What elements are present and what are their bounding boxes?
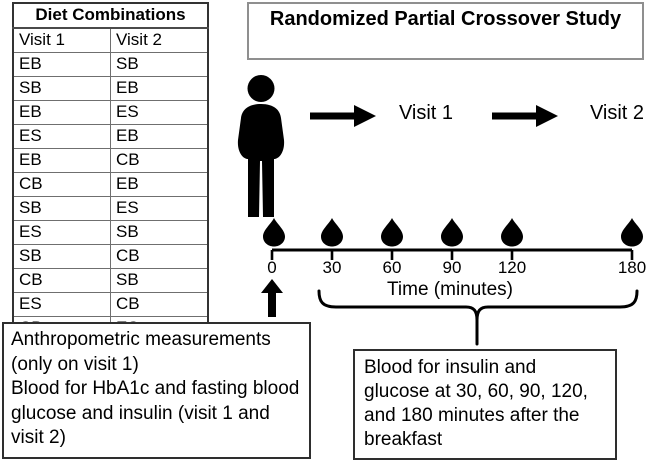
cell-visit2: CB (110, 244, 209, 269)
table-row: SB CB (12, 244, 209, 269)
cell-visit1: ES (12, 292, 111, 317)
tick-label-180: 180 (617, 258, 647, 277)
table-row: EB CB (12, 148, 209, 173)
cell-visit1: EB (12, 148, 111, 173)
cell-visit2: ES (110, 100, 209, 125)
cell-visit2: EB (110, 172, 209, 197)
table-row: CB EB (12, 172, 209, 197)
cell-visit2: SB (110, 52, 209, 77)
cell-visit2: CB (110, 292, 209, 317)
study-title-box: Randomized Partial Crossover Study (247, 2, 644, 60)
tick-label-0: 0 (267, 258, 277, 277)
blood-drop-icon (381, 218, 403, 247)
cell-visit2: ES (110, 196, 209, 221)
table-row: EB SB (12, 52, 209, 77)
blood-drop-icon (501, 218, 523, 247)
table-row: ES CB (12, 292, 209, 317)
cell-visit2: SB (110, 268, 209, 293)
cell-visit1: SB (12, 244, 111, 269)
cell-visit1: CB (12, 268, 111, 293)
tick-label-60: 60 (382, 258, 402, 277)
arrow-right-icon (310, 105, 376, 127)
cell-visit1: ES (12, 220, 111, 245)
table-row: EB ES (12, 100, 209, 125)
baseline-note-line2: Blood for HbA1c and fasting blood glucos… (11, 378, 300, 448)
arrow-up-icon (261, 279, 283, 317)
cell-visit1: CB (12, 172, 111, 197)
visit1-label: Visit 1 (398, 102, 454, 124)
postprandial-sampling-note-box: Blood for insulin and glucose at 30, 60,… (353, 349, 617, 460)
blood-drop-icon (263, 218, 285, 247)
cell-visit2: EB (110, 124, 209, 149)
cell-visit2: EB (110, 76, 209, 101)
visit2-label: Visit 2 (589, 102, 645, 124)
table-header-row: Visit 1 Visit 2 (12, 27, 209, 53)
table-row: SB ES (12, 196, 209, 221)
table-row: ES EB (12, 124, 209, 149)
tick-label-120: 120 (497, 258, 527, 277)
cell-visit1: ES (12, 124, 111, 149)
arrow-right-icon (492, 105, 558, 127)
cell-visit1: SB (12, 76, 111, 101)
table-row: ES SB (12, 220, 209, 245)
baseline-note-line1: Anthropometric measurements (only on vis… (11, 329, 271, 375)
cell-visit2: SB (110, 220, 209, 245)
table-title-row: Diet Combinations (12, 2, 209, 29)
blood-drop-icon (621, 218, 643, 247)
column-header-visit1: Visit 1 (12, 27, 111, 53)
baseline-measurements-note-box: Anthropometric measurements (only on vis… (2, 322, 311, 459)
column-header-visit2: Visit 2 (110, 27, 209, 53)
table-row: CB SB (12, 268, 209, 293)
time-axis-label: Time (minutes) (387, 279, 513, 300)
person-icon (237, 75, 285, 217)
tick-label-30: 30 (322, 258, 342, 277)
tick-label-90: 90 (442, 258, 462, 277)
table-row: SB EB (12, 76, 209, 101)
blood-drop-icon (441, 218, 463, 247)
cell-visit1: SB (12, 196, 111, 221)
timeline-axis (270, 248, 634, 260)
cell-visit2: CB (110, 148, 209, 173)
blood-drop-icon (321, 218, 343, 247)
postprandial-note-text: Blood for insulin and glucose at 30, 60,… (364, 357, 588, 450)
brace-icon (317, 289, 639, 346)
study-title: Randomized Partial Crossover Study (269, 8, 622, 30)
diet-combinations-table: Diet Combinations Visit 1 Visit 2 EB SB S… (12, 2, 209, 342)
cell-visit1: EB (12, 52, 111, 77)
cell-visit1: EB (12, 100, 111, 125)
diet-table-title: Diet Combinations (12, 2, 209, 29)
